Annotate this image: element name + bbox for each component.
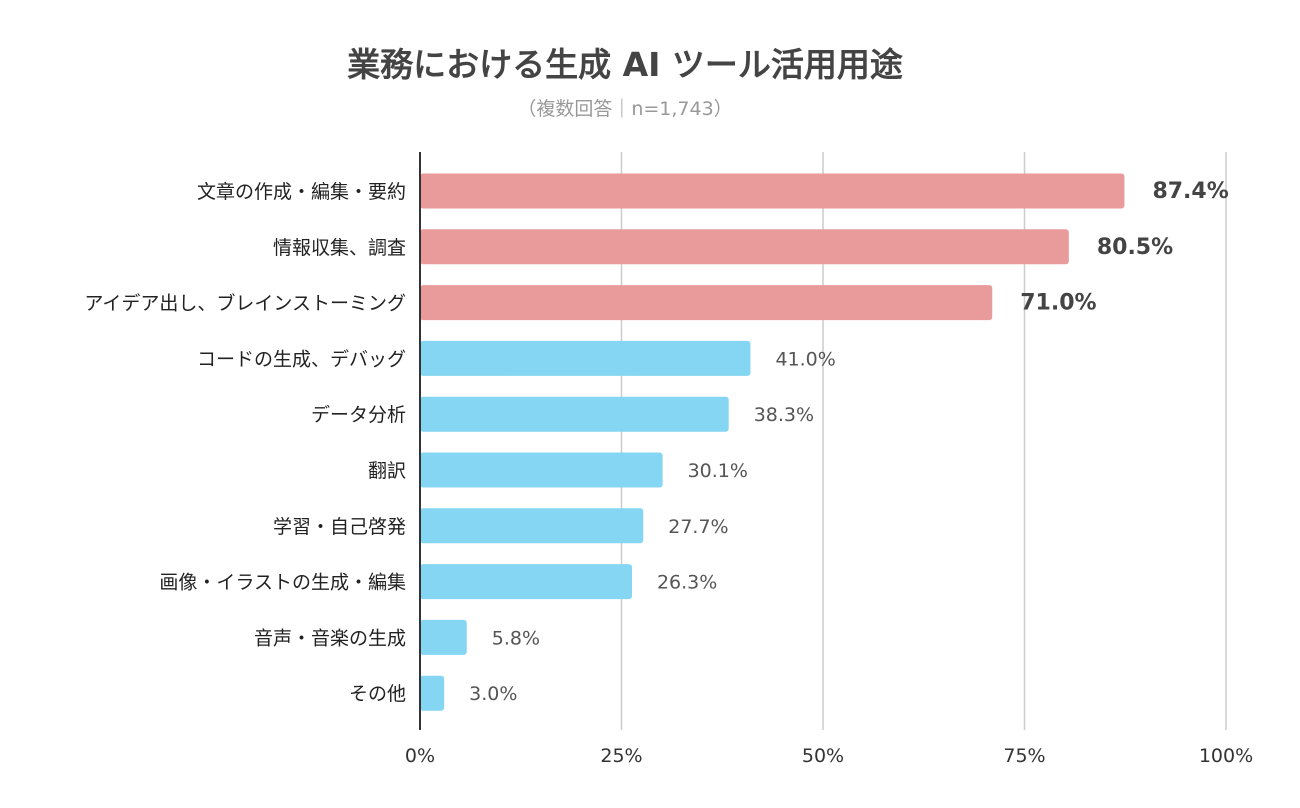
chart-title: 業務における生成 AI ツール活用用途 [347, 45, 903, 84]
x-tick-label: 75% [1003, 745, 1045, 767]
category-label: コードの生成、デバッグ [197, 348, 406, 370]
data-label: 38.3% [754, 404, 814, 426]
data-label: 41.0% [775, 348, 835, 370]
category-label: 情報収集、調査 [273, 237, 406, 259]
bar [420, 452, 663, 488]
data-label: 80.5% [1097, 235, 1173, 260]
data-label: 71.0% [1020, 291, 1096, 316]
category-label: 文章の作成・編集・要約 [197, 181, 406, 203]
data-label: 87.4% [1152, 179, 1228, 204]
x-tick-label: 50% [802, 745, 844, 767]
bar [420, 340, 751, 376]
category-label: その他 [349, 683, 406, 705]
category-label: 翻訳 [368, 460, 406, 482]
chart-subtitle: （複数回答｜n=1,743） [517, 98, 733, 120]
bar [420, 173, 1125, 209]
category-label: アイデア出し、ブレインストーミング [84, 292, 406, 315]
x-tick-label: 0% [405, 745, 435, 767]
bar [420, 564, 632, 600]
data-label: 3.0% [469, 683, 517, 705]
bar [420, 619, 467, 655]
data-label: 5.8% [492, 627, 540, 649]
bar [420, 675, 445, 711]
category-label: 学習・自己啓発 [273, 516, 406, 538]
bar [420, 285, 993, 321]
bar [420, 508, 644, 544]
x-tick-label: 25% [600, 745, 642, 767]
bar [420, 396, 729, 432]
category-label: 画像・イラストの生成・編集 [159, 572, 406, 594]
data-label: 27.7% [668, 516, 728, 538]
category-label: データ分析 [311, 404, 406, 426]
bar [420, 229, 1069, 265]
category-label: 音声・音楽の生成 [254, 627, 406, 649]
data-label: 30.1% [688, 460, 748, 482]
data-label: 26.3% [657, 572, 717, 594]
x-tick-label: 100% [1199, 745, 1253, 767]
